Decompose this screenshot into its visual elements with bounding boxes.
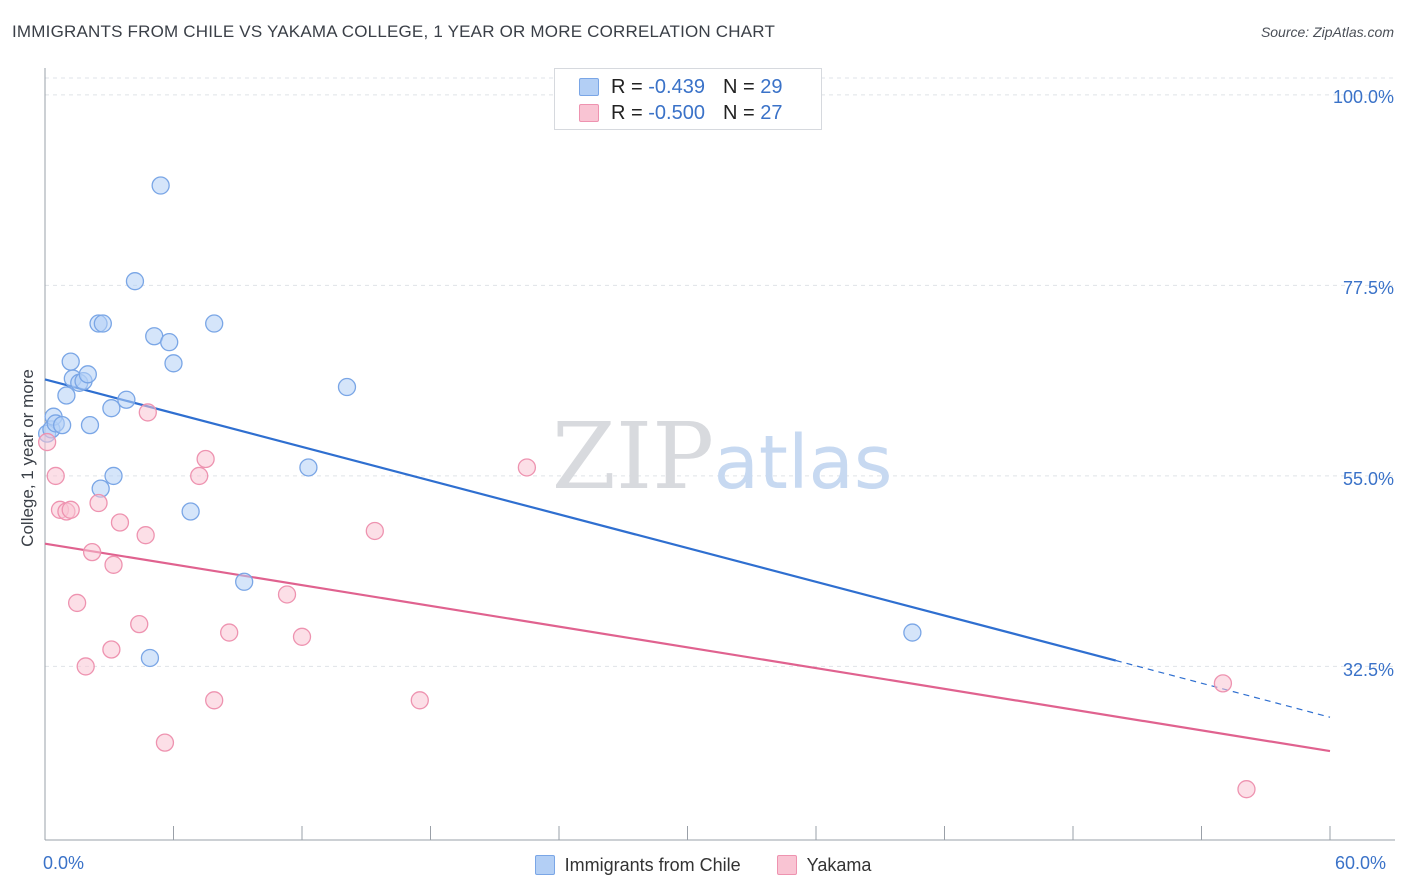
data-point-yakama — [292, 627, 312, 646]
data-point-yakama — [89, 493, 108, 513]
data-point-yakama — [196, 449, 215, 469]
y-tick-label: 55.0% — [1342, 469, 1394, 489]
data-point-yakama — [67, 593, 87, 613]
series-legend-yakama[interactable]: Yakama — [776, 854, 872, 876]
watermark: ZIP atlas — [552, 403, 893, 510]
data-point-chile — [93, 314, 112, 333]
legend-r-value-yakama: -0.500 — [648, 101, 705, 124]
data-point-yakama — [104, 555, 123, 574]
y-axis-title: College, 1 year or more — [18, 369, 37, 547]
data-point-yakama — [110, 513, 130, 532]
axis-layer — [44, 68, 1395, 841]
data-point-yakama — [1237, 780, 1256, 799]
data-point-chile — [78, 365, 97, 384]
legend-r-label: R = — [611, 101, 643, 124]
legend-row-yakama: R = -0.500 N = 27 — [579, 101, 782, 125]
data-point-chile — [205, 314, 224, 333]
data-point-chile — [140, 648, 160, 668]
series-swatch-chile — [534, 855, 555, 875]
legend-n-value-yakama: 27 — [760, 101, 783, 124]
points-layer — [37, 176, 1256, 799]
data-point-yakama — [365, 521, 384, 541]
data-point-yakama — [37, 432, 57, 452]
data-point-yakama — [136, 526, 155, 545]
data-point-chile — [52, 415, 72, 435]
data-point-chile — [104, 466, 123, 486]
data-point-yakama — [82, 542, 102, 562]
y-tick-label: 32.5% — [1342, 660, 1394, 680]
data-point-chile — [299, 458, 318, 477]
data-point-yakama — [138, 403, 157, 422]
data-point-chile — [61, 352, 80, 371]
watermark-zip: ZIP — [552, 403, 714, 510]
data-point-yakama — [1213, 674, 1233, 693]
data-point-yakama — [102, 640, 121, 659]
watermark-atlas: atlas — [714, 420, 893, 506]
data-point-yakama — [190, 466, 209, 486]
data-point-yakama — [61, 500, 80, 519]
data-point-chile — [181, 502, 200, 521]
trend-line-yakama — [44, 542, 1331, 753]
chart-title: IMMIGRANTS FROM CHILE VS YAKAMA COLLEGE,… — [12, 22, 776, 41]
data-point-chile — [57, 386, 76, 405]
data-point-yakama — [277, 585, 297, 604]
trend-line-chile — [44, 378, 1117, 662]
correlation-legend: R = -0.439 N = 29 R = -0.500 N = 27 — [554, 68, 822, 130]
legend-swatch-yakama — [579, 104, 599, 122]
data-point-chile — [102, 399, 121, 418]
data-point-yakama — [220, 623, 239, 642]
data-point-chile — [903, 623, 922, 642]
data-point-chile — [235, 572, 254, 591]
data-point-yakama — [130, 614, 149, 634]
x-axis-min-label: 0.0% — [43, 853, 85, 873]
series-legend-label-yakama: Yakama — [806, 854, 872, 875]
legend-row-chile: R = -0.439 N = 29 — [579, 75, 782, 99]
legend-n-value-chile: 29 — [760, 75, 783, 98]
data-point-yakama — [410, 691, 429, 710]
data-point-chile — [117, 390, 136, 409]
data-point-chile — [160, 333, 179, 352]
data-point-chile — [151, 176, 170, 195]
legend-r-value-chile: -0.439 — [648, 75, 705, 98]
legend-n-label: N = — [722, 101, 755, 124]
x-axis-max-label: 60.0% — [1335, 853, 1387, 873]
legend-r-label: R = — [611, 75, 643, 98]
y-tick-label: 77.5% — [1342, 278, 1394, 298]
y-tick-label: 100.0% — [1332, 87, 1394, 107]
series-swatch-yakama — [776, 855, 797, 875]
data-point-yakama — [76, 657, 95, 676]
chart-source: Source: ZipAtlas.com — [1260, 24, 1394, 40]
series-legend: Immigrants from Chile Yakama — [0, 851, 1406, 879]
series-legend-chile[interactable]: Immigrants from Chile — [534, 854, 741, 876]
legend-n-label: N = — [722, 75, 755, 98]
data-point-chile — [125, 272, 145, 291]
data-point-yakama — [205, 691, 224, 710]
data-point-yakama — [155, 733, 175, 752]
data-point-chile — [337, 377, 357, 397]
legend-swatch-chile — [579, 78, 599, 96]
data-point-chile — [80, 415, 100, 435]
data-point-yakama — [46, 466, 65, 486]
data-point-yakama — [517, 458, 537, 477]
data-point-chile — [164, 354, 183, 373]
series-legend-label-chile: Immigrants from Chile — [564, 854, 741, 875]
